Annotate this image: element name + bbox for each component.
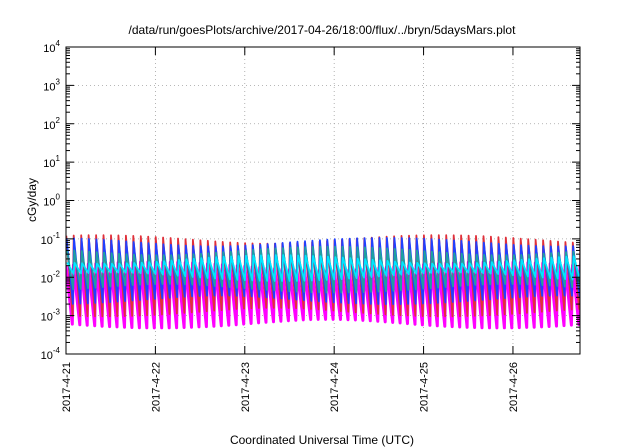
y-tick-label: 102 — [43, 116, 60, 132]
series-line — [66, 254, 580, 282]
y-tick-label: 10-1 — [41, 231, 61, 247]
x-tick-label: 2017-4-23 — [240, 362, 252, 412]
chart-title: /data/run/goesPlots/archive/2017-04-26/1… — [129, 23, 517, 37]
x-axis-label: Coordinated Universal Time (UTC) — [230, 433, 414, 447]
y-tick-label: 10-2 — [41, 269, 61, 285]
x-tick-label: 2017-4-26 — [508, 362, 520, 412]
y-tick-label: 101 — [43, 154, 60, 170]
y-axis-label: cGy/day — [25, 178, 39, 222]
x-tick-label: 2017-4-24 — [329, 362, 341, 412]
y-tick-label: 10-4 — [41, 346, 61, 362]
tick-layer: 10-4 10-3 10-2 10-1 100 101 102 103 104 2017-4-21… — [41, 39, 580, 412]
y-tick-label: 104 — [43, 39, 60, 55]
x-tick-label: 2017-4-25 — [419, 362, 431, 412]
series-layer — [66, 234, 580, 330]
y-tick-label: 100 — [43, 193, 60, 209]
x-tick-label: 2017-4-22 — [150, 362, 162, 412]
y-tick-label: 10-3 — [41, 308, 61, 324]
y-tick-label: 103 — [43, 77, 60, 93]
x-tick-label: 2017-4-21 — [61, 362, 73, 412]
